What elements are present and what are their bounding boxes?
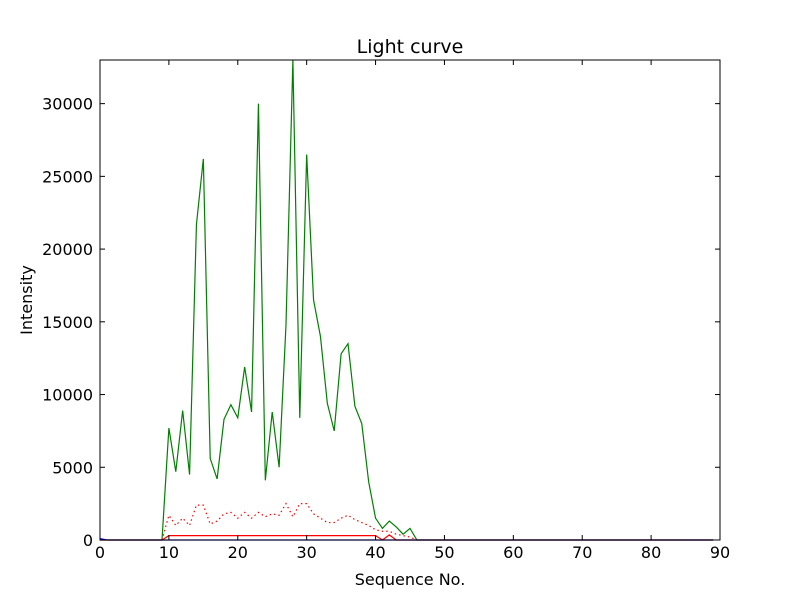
x-tick-label: 30 [296, 543, 316, 562]
y-tick-label: 20000 [42, 240, 93, 259]
x-tick-label: 0 [95, 543, 105, 562]
series-line-2 [161, 502, 418, 541]
y-tick-label: 15000 [42, 313, 93, 332]
y-tick-label: 5000 [52, 458, 93, 477]
x-tick-label: 70 [572, 543, 592, 562]
series-line-1 [100, 59, 714, 541]
x-tick-label: 40 [365, 543, 385, 562]
y-axis-label: Intensity [17, 265, 36, 335]
series-layer [99, 59, 714, 541]
chart-title: Light curve [357, 36, 464, 58]
x-tick-label: 50 [434, 543, 454, 562]
y-tick-label: 30000 [42, 95, 93, 114]
tick-layer: 0 10 20 30 40 50 60 70 80 90 0 5000 10000 15000 20000 2… [42, 60, 730, 562]
y-tick-label: 10000 [42, 386, 93, 405]
x-axis-label: Sequence No. [355, 570, 466, 589]
x-tick-label: 90 [710, 543, 730, 562]
x-tick-label: 60 [503, 543, 523, 562]
x-tick-label: 20 [228, 543, 248, 562]
y-tick-label: 25000 [42, 167, 93, 186]
x-tick-label: 80 [641, 543, 661, 562]
series-line-3 [100, 534, 714, 541]
y-tick-label: 0 [83, 531, 93, 550]
plot-area-frame [99, 59, 721, 541]
x-tick-label: 10 [159, 543, 179, 562]
